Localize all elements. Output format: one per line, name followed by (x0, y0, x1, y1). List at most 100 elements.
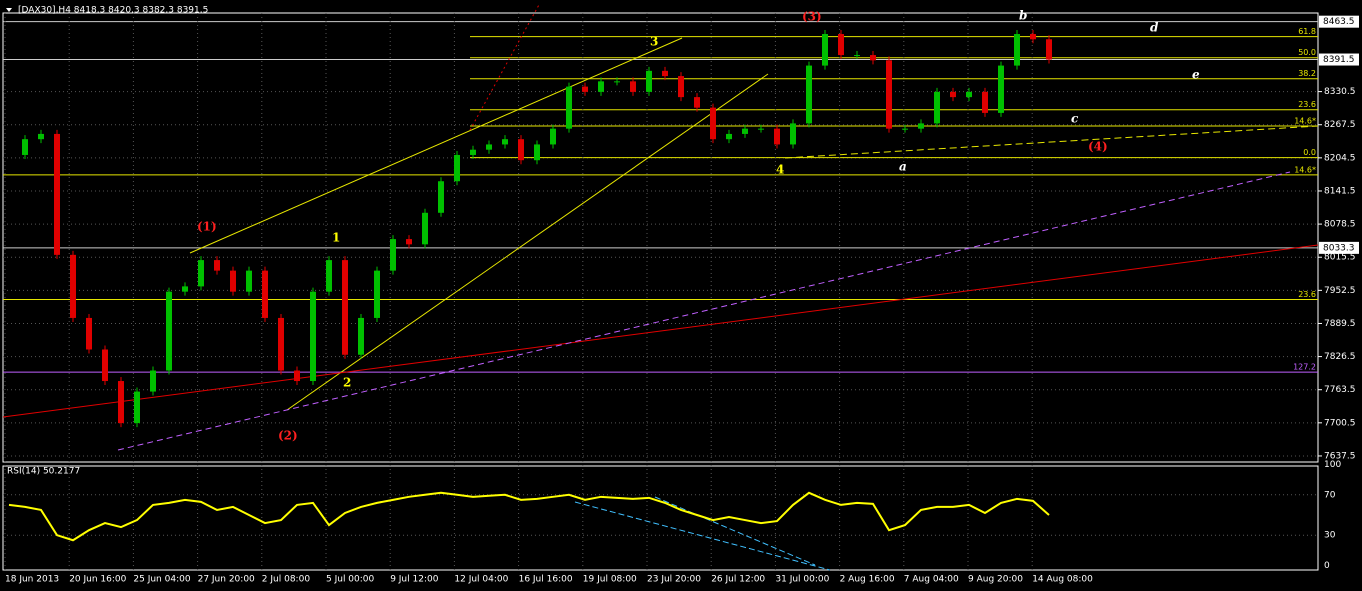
candle-body (614, 81, 620, 83)
rsi-trend-line (574, 501, 831, 571)
candle-body (918, 123, 924, 129)
candle-body (214, 260, 220, 271)
fib-label: 23.6 (1298, 290, 1316, 299)
candle-body (806, 65, 812, 124)
wave-label: (1) (197, 220, 217, 234)
candle-body (854, 55, 860, 57)
channel-line (286, 73, 769, 411)
trend-lines (2, 2, 1319, 571)
candle-body (438, 181, 444, 213)
wave-label: 4 (776, 163, 784, 177)
candle-body (758, 128, 764, 130)
x-tick-label: 27 Jun 20:00 (198, 575, 255, 585)
candle-body (774, 128, 780, 145)
candle-body (902, 128, 908, 130)
candle-body (678, 76, 684, 98)
candle-body (966, 91, 972, 98)
x-tick-label: 20 Jun 16:00 (69, 575, 126, 585)
candle-body (358, 317, 364, 355)
y-tick-label: 7700.5 (1324, 418, 1356, 428)
candles (22, 30, 1052, 428)
menu-arrow[interactable] (6, 8, 12, 12)
candle-body (38, 133, 44, 140)
grid (3, 13, 1318, 570)
candle-body (310, 291, 316, 382)
y-tick-label: 8078.5 (1324, 220, 1356, 230)
fib-label: 0.0 (1303, 148, 1316, 157)
y-tick-label: 8204.5 (1324, 153, 1356, 163)
price-pane (2, 12, 1319, 463)
wave-label: d (1150, 21, 1159, 35)
x-tick-label: 12 Jul 04:00 (454, 575, 508, 585)
candle-body (598, 81, 604, 92)
candle-body (550, 128, 556, 145)
y-tick-label: 8330.5 (1324, 87, 1356, 97)
candle-body (486, 144, 492, 150)
x-tick-label: 18 Jun 2013 (5, 575, 59, 585)
candle-body (1030, 34, 1036, 40)
candle-body (342, 260, 348, 355)
y-tick-label: 8015.5 (1324, 253, 1356, 263)
candle-body (630, 81, 636, 92)
rsi-line (8, 491, 1050, 542)
wave-labels: (1) (2) (3) (4) 1 2 3 4 a b c d e (197, 9, 1200, 443)
price-box-label: 8391.5 (1323, 55, 1355, 65)
candle-body (230, 270, 236, 292)
trend-line (469, 2, 541, 131)
candle-body (246, 270, 252, 292)
price-box-label: 8033.3 (1323, 243, 1355, 253)
candle-body (166, 291, 172, 371)
x-tick-label: 31 Jul 00:00 (775, 575, 829, 585)
y-tick-label: 7826.5 (1324, 352, 1356, 362)
x-tick-label: 2 Aug 16:00 (840, 575, 895, 585)
candle-body (454, 154, 460, 182)
candle-body (950, 91, 956, 98)
fib-label: 50.0 (1298, 48, 1316, 57)
candle-body (182, 286, 188, 292)
chart-title: [DAX30],H4 8418.3 8420.3 8382.3 8391.5 (18, 6, 208, 16)
channel-line (189, 37, 683, 254)
candle-body (822, 34, 828, 66)
x-tick-label: 9 Jul 12:00 (390, 575, 439, 585)
wave-label: e (1192, 68, 1200, 82)
wave-label: (3) (802, 10, 822, 24)
fib-label: 61.8 (1298, 27, 1316, 36)
candle-body (646, 70, 652, 92)
price-box (1319, 53, 1359, 66)
rsi-tick-label: 0 (1324, 561, 1330, 571)
rsi-title: RSI(14) 50.2177 (7, 467, 80, 477)
candle-body (198, 260, 204, 287)
candle-body (662, 70, 668, 77)
candle-body (102, 349, 108, 382)
candle-body (742, 128, 748, 134)
fib-label: 14.6* (1294, 117, 1316, 126)
candle-body (262, 270, 268, 318)
candle-body (70, 254, 76, 318)
candle-body (934, 91, 940, 124)
trend-line (2, 244, 1319, 418)
candle-body (790, 123, 796, 145)
price-box (1319, 241, 1359, 254)
x-tick-label: 19 Jul 08:00 (583, 575, 637, 585)
candle-body (278, 317, 284, 371)
candle-body (54, 133, 60, 255)
price-box (1319, 15, 1359, 28)
candle-body (406, 239, 412, 245)
x-tick-label: 16 Jul 16:00 (519, 575, 573, 585)
wave-label: a (899, 160, 907, 174)
trend-line (784, 125, 1319, 159)
candle-body (390, 239, 396, 271)
candle-body (326, 260, 332, 292)
x-tick-label: 2 Jul 08:00 (262, 575, 311, 585)
wave-label: 1 (332, 231, 340, 245)
candle-body (374, 270, 380, 318)
y-tick-label: 7637.5 (1324, 451, 1356, 461)
candle-body (710, 107, 716, 140)
candle-body (534, 144, 540, 161)
wave-label: (4) (1088, 140, 1108, 154)
wave-label: c (1071, 112, 1079, 126)
rsi-tick-label: 100 (1324, 460, 1341, 470)
x-tick-label: 7 Aug 04:00 (904, 575, 959, 585)
